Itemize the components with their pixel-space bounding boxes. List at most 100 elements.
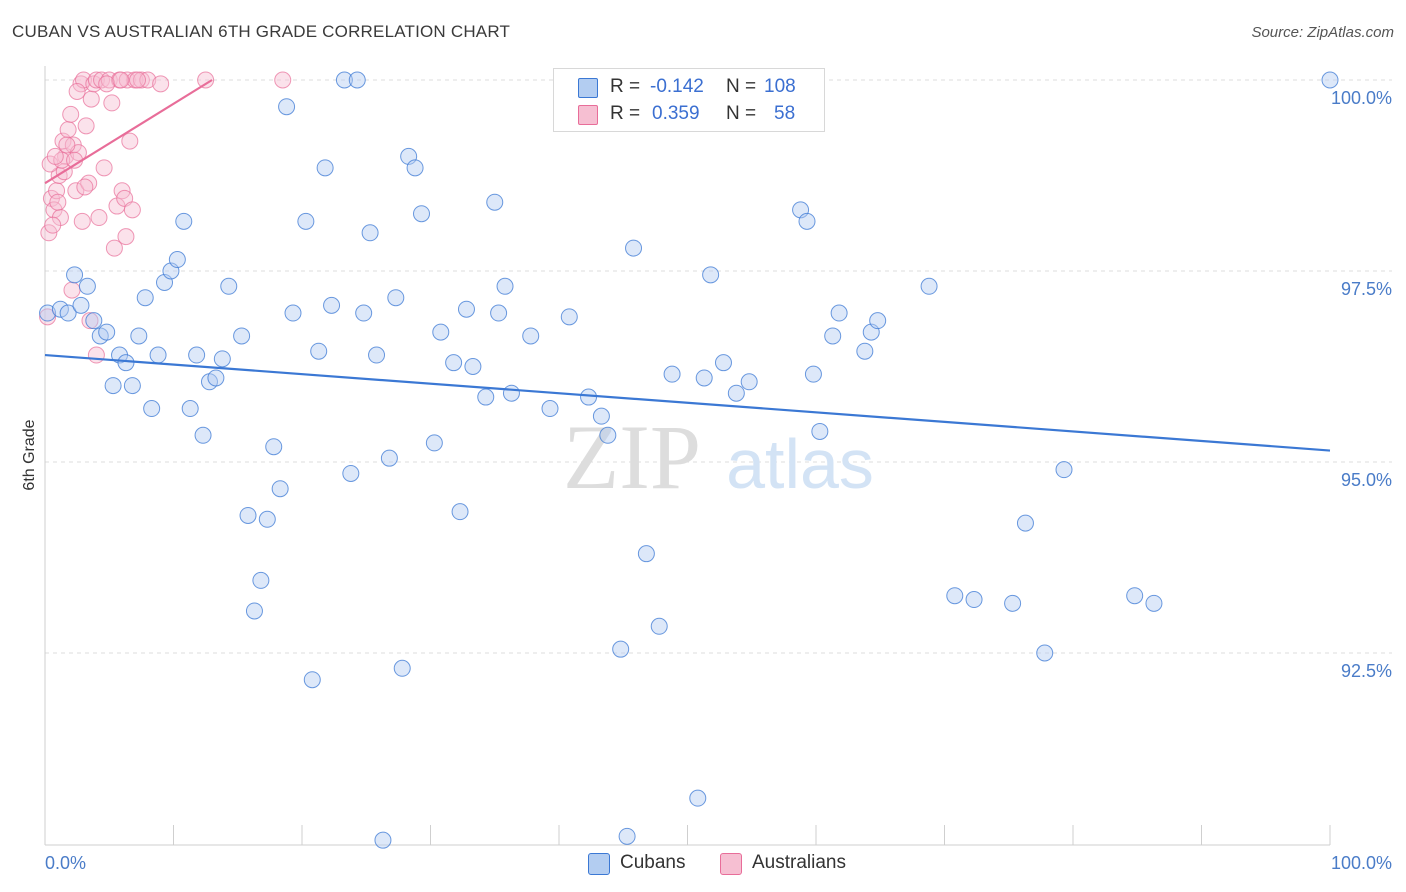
cubans-point xyxy=(284,304,302,322)
cubans-swatch xyxy=(578,78,598,98)
cubans-point xyxy=(1016,514,1034,532)
cubans-point xyxy=(425,434,443,452)
cubans-point xyxy=(39,304,57,322)
cubans-point xyxy=(869,312,887,330)
watermark-zip: ZIP xyxy=(563,406,701,508)
cubans-point xyxy=(168,251,186,269)
australians-point xyxy=(67,182,85,200)
australians-points xyxy=(39,71,292,364)
cubans-point xyxy=(130,327,148,345)
cubans-point xyxy=(804,365,822,383)
cubans-point xyxy=(920,277,938,295)
australians-point xyxy=(82,90,100,108)
australians-point xyxy=(197,71,215,89)
australians-point xyxy=(58,136,76,154)
cubans-point xyxy=(123,377,141,395)
cubans-point xyxy=(625,239,643,257)
cubans-point xyxy=(136,289,154,307)
legend-row-australians: R = 0.359 N = 58 xyxy=(554,101,824,127)
cubans-point xyxy=(342,464,360,482)
cubans-point xyxy=(85,312,103,330)
cubans-point xyxy=(323,296,341,314)
cubans-point xyxy=(368,346,386,364)
australians-point xyxy=(105,239,123,257)
cubans-point xyxy=(335,71,353,89)
cubans-point xyxy=(502,384,520,402)
australians-point xyxy=(44,216,62,234)
legend-n-value: 108 xyxy=(764,76,796,97)
cubans-point xyxy=(650,617,668,635)
cubans-point xyxy=(451,503,469,521)
cubans-point xyxy=(194,426,212,444)
australians-point xyxy=(59,121,77,139)
cubans-point xyxy=(714,354,732,372)
australians-point xyxy=(81,312,99,330)
australians-point xyxy=(68,82,86,100)
australians-point xyxy=(46,147,64,165)
cubans-point xyxy=(213,350,231,368)
australians-point xyxy=(123,201,141,219)
australians-point xyxy=(112,71,130,89)
australians-point xyxy=(87,71,105,89)
australians-point xyxy=(152,75,170,93)
australians-point xyxy=(90,209,108,227)
australians-point xyxy=(87,346,105,364)
cubans-point xyxy=(316,159,334,177)
cubans-points xyxy=(39,71,1339,849)
x-tick-label: 0.0% xyxy=(45,853,86,873)
australians-point xyxy=(63,281,81,299)
cubans-point xyxy=(560,308,578,326)
australians-point xyxy=(103,94,121,112)
cubans-point xyxy=(946,587,964,605)
correlation-legend: R = -0.142 N = 108 R = 0.359 N = 58 xyxy=(553,68,825,132)
cubans-point xyxy=(541,400,559,418)
cubans-point xyxy=(239,506,257,524)
cubans-point xyxy=(1036,644,1054,662)
legend-n-label: N = xyxy=(726,76,757,97)
cubans-point xyxy=(233,327,251,345)
cubans-point xyxy=(175,212,193,230)
australians-point xyxy=(39,308,57,326)
cubans-point xyxy=(689,789,707,807)
cubans-point xyxy=(59,304,77,322)
cubans-point xyxy=(740,373,758,391)
cubans-point xyxy=(245,602,263,620)
chart-source: Source: ZipAtlas.com xyxy=(1251,24,1394,41)
chart-title: CUBAN VS AUSTRALIAN 6TH GRADE CORRELATIO… xyxy=(12,22,511,41)
legend-r-value: 0.359 xyxy=(652,103,700,124)
cubans-point xyxy=(271,480,289,498)
legend-row-cubans: R = -0.142 N = 108 xyxy=(554,74,824,100)
australians-point xyxy=(129,71,147,89)
cubans-point xyxy=(117,354,135,372)
cubans-point xyxy=(78,277,96,295)
cubans-point xyxy=(824,327,842,345)
australians-point xyxy=(121,132,139,150)
cubans-point xyxy=(702,266,720,284)
australians-point xyxy=(77,117,95,135)
cubans-point xyxy=(477,388,495,406)
australians-swatch xyxy=(578,105,598,125)
cubans-point xyxy=(727,384,745,402)
legend-r-value: -0.142 xyxy=(650,76,704,97)
cubans-point xyxy=(445,354,463,372)
cubans-point xyxy=(406,159,424,177)
cubans-point xyxy=(104,377,122,395)
tick-labels: 92.5% 95.0% 97.5% 100.0% 0.0% 100.0% xyxy=(45,88,1392,873)
australians-point xyxy=(76,178,94,196)
cubans-point xyxy=(278,98,296,116)
cubans-point xyxy=(580,388,598,406)
cubans-point xyxy=(612,640,630,658)
australians-point xyxy=(274,71,292,89)
cubans-point xyxy=(297,212,315,230)
cubans-point xyxy=(188,346,206,364)
cubans-point xyxy=(663,365,681,383)
cubans-point xyxy=(181,400,199,418)
legend-r-label: R = xyxy=(610,76,641,97)
cubans-legend-label: Cubans xyxy=(620,852,686,873)
cubans-point xyxy=(464,358,482,375)
cubans-point xyxy=(51,300,69,318)
x-tick-label: 100.0% xyxy=(1331,853,1392,873)
cubans-point xyxy=(348,71,366,89)
cubans-point xyxy=(355,304,373,322)
